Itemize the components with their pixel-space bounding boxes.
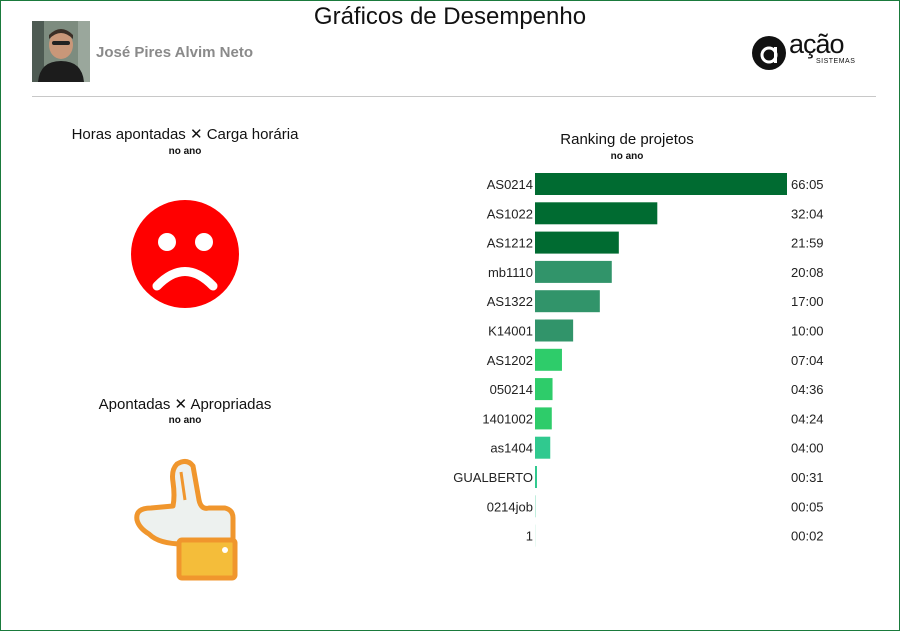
category-label: as1404 (490, 441, 533, 456)
hours-panel-subtitle: no ano (168, 146, 202, 157)
appropriated-panel-title: Apontadas ✕ Apropriadas (98, 396, 272, 413)
value-label: 21:59 (791, 236, 824, 251)
category-label: AS1212 (487, 236, 533, 251)
ranking-title: Ranking de projetos (560, 131, 694, 148)
category-label: AS0214 (487, 177, 533, 192)
value-label: 04:36 (791, 382, 824, 397)
sad-face-icon (131, 200, 239, 308)
category-label: AS1022 (487, 206, 533, 221)
bar-as1404 (535, 436, 551, 459)
page-title: Gráficos de Desempenho (313, 3, 587, 30)
user-photo-icon (32, 21, 90, 82)
ranking-subtitle: no ano (610, 151, 644, 162)
bar-AS0214 (535, 173, 787, 195)
category-label: AS1322 (487, 294, 533, 309)
value-label: 32:04 (791, 206, 824, 221)
category-label: GUALBERTO (453, 470, 533, 485)
user-name: José Pires Alvim Neto (96, 44, 254, 61)
company-logo: ação SISTEMAS (749, 29, 859, 73)
bar-K14001 (535, 319, 574, 342)
value-label: 00:31 (791, 470, 824, 485)
value-label: 17:00 (791, 294, 824, 309)
logo-mark-icon (752, 36, 786, 70)
value-label: 04:00 (791, 441, 824, 456)
category-label: 1 (526, 529, 533, 544)
bar-050214 (535, 378, 553, 401)
logo-word: ação (789, 29, 845, 59)
category-label: AS1202 (487, 353, 533, 368)
category-label: 050214 (490, 382, 533, 397)
bar-AS1022 (535, 202, 658, 225)
logo-subtitle: SISTEMAS (816, 58, 856, 65)
bar-1401002 (535, 407, 552, 430)
avatar (32, 21, 90, 82)
value-label: 00:02 (791, 529, 824, 544)
category-label: K14001 (488, 324, 533, 339)
value-label: 00:05 (791, 499, 824, 514)
category-label: 0214job (487, 499, 533, 514)
category-label: 1401002 (482, 411, 533, 426)
value-label: 10:00 (791, 324, 824, 339)
header-divider (32, 96, 876, 97)
bar-mb1110 (535, 260, 612, 283)
thumbs-up-icon (134, 458, 238, 581)
bar-GUALBERTO (535, 466, 537, 488)
hours-panel-title: Horas apontadas ✕ Carga horária (71, 126, 299, 143)
bar-AS1202 (535, 348, 562, 371)
value-label: 20:08 (791, 265, 824, 280)
value-label: 04:24 (791, 411, 824, 426)
appropriated-panel-subtitle: no ano (168, 415, 202, 426)
bar-AS1322 (535, 290, 600, 313)
value-label: 07:04 (791, 353, 824, 368)
bar-AS1212 (535, 231, 619, 254)
value-label: 66:05 (791, 177, 824, 192)
category-label: mb1110 (488, 265, 533, 280)
